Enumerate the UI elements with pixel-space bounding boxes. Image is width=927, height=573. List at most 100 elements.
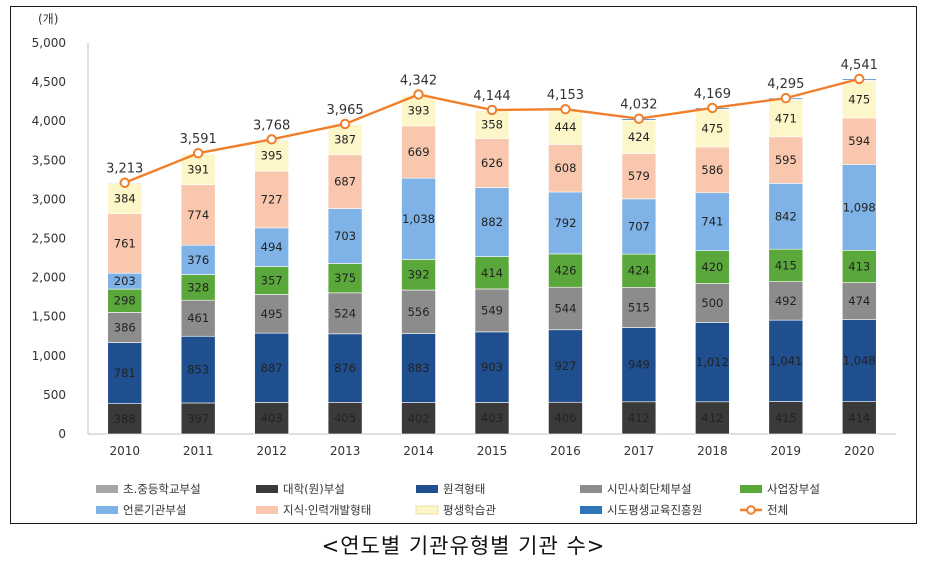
bar-segment	[327, 402, 363, 435]
bar-segment	[768, 401, 804, 435]
bar-segment	[254, 139, 289, 172]
total-value-label: 3,768	[253, 118, 290, 133]
bar-segment	[474, 256, 510, 290]
legend-label: 사업장부설	[767, 482, 820, 496]
bar-segment	[548, 191, 583, 255]
bar-segment	[695, 283, 730, 323]
bar-segment	[621, 120, 657, 154]
bar-value-label: 403	[481, 411, 503, 425]
total-value-label: 3,591	[180, 132, 217, 147]
bar-segment	[548, 329, 583, 403]
bar-value-label: 586	[701, 163, 723, 177]
bar-value-label: 1,038	[402, 212, 435, 226]
bar-value-label: 669	[408, 145, 430, 159]
bar-value-label: 703	[334, 229, 356, 243]
bar-segment	[695, 146, 730, 194]
bar-segment	[107, 183, 143, 215]
bar-segment	[841, 117, 877, 165]
y-tick-label: 3,500	[32, 153, 66, 167]
bar-segment	[474, 402, 510, 435]
bar-value-label: 405	[334, 411, 356, 425]
legend-swatch	[740, 485, 762, 493]
bar-value-label: 413	[848, 259, 870, 273]
y-tick-label: 1,000	[32, 349, 66, 363]
bar-segment	[180, 335, 216, 404]
y-tick-label: 0	[58, 427, 66, 441]
legend-swatch	[415, 505, 439, 515]
y-tick-label: 1,500	[32, 310, 66, 324]
bar-segment	[695, 192, 730, 251]
bar-value-label: 495	[261, 307, 283, 321]
bar-value-label: 414	[481, 266, 503, 280]
bar-segment	[327, 292, 363, 335]
y-tick-label: 2,000	[32, 271, 66, 285]
bar-segment	[180, 299, 216, 337]
bar-value-label: 579	[628, 169, 650, 183]
legend-label: 지식·인력개발형태	[283, 503, 371, 517]
x-tick-label: 2013	[330, 444, 361, 458]
total-point	[560, 104, 571, 115]
bar-value-label: 412	[701, 411, 723, 425]
bar-value-label: 626	[481, 156, 503, 170]
bar-value-label: 1,041	[769, 354, 802, 368]
legend-swatch	[580, 485, 602, 493]
bar-segment	[548, 144, 583, 193]
bar-value-label: 595	[775, 153, 797, 167]
bar-value-label: 444	[554, 120, 576, 134]
bar-segment	[254, 227, 289, 267]
bar-segment	[768, 136, 804, 184]
bar-value-label: 387	[334, 133, 356, 147]
bar-value-label: 492	[775, 294, 797, 308]
bar-segment	[768, 99, 804, 138]
bar-segment	[180, 274, 216, 301]
bar-value-label: 424	[628, 130, 650, 144]
bar-segment	[327, 124, 363, 156]
total-value-label: 3,965	[326, 103, 363, 118]
total-value-label: 4,169	[694, 87, 731, 102]
bar-value-label: 328	[187, 280, 209, 294]
bar-value-label: 392	[408, 268, 430, 282]
bar-segment	[695, 109, 730, 148]
legend-swatch	[96, 506, 118, 514]
bar-value-label: 903	[481, 360, 503, 374]
bar-segment	[548, 109, 583, 145]
bar-value-label: 927	[554, 359, 576, 373]
bar-value-label: 475	[701, 121, 723, 135]
y-tick-label: 5,000	[32, 36, 66, 50]
bar-value-label: 424	[628, 264, 650, 278]
legend-swatch	[256, 506, 278, 514]
bar-value-label: 388	[114, 412, 136, 426]
bar-value-label: 474	[848, 294, 870, 308]
bar-value-label: 402	[408, 411, 430, 425]
legend-swatch	[96, 485, 118, 493]
x-tick-label: 2020	[844, 444, 875, 458]
bar-value-label: 475	[848, 92, 870, 106]
total-point	[266, 134, 277, 145]
x-tick-label: 2010	[109, 444, 140, 458]
bar-value-label: 1,012	[696, 355, 729, 369]
total-value-label: 4,032	[620, 98, 657, 113]
bar-value-label: 461	[187, 311, 209, 325]
y-tick-label: 500	[43, 388, 66, 402]
bar-value-label: 741	[701, 215, 723, 229]
bar-segment	[327, 208, 363, 264]
chart-caption: <연도별 기관유형별 기관 수>	[321, 534, 606, 558]
bar-segment	[768, 281, 804, 321]
bar-value-label: 1,048	[843, 354, 876, 368]
bar-segment	[401, 177, 436, 260]
bar-value-label: 853	[187, 363, 209, 377]
legend-label: 시도평생교육진흥원	[607, 503, 702, 517]
bar-value-label: 594	[848, 134, 870, 148]
bar-value-label: 357	[261, 273, 283, 287]
legend-label: 전체	[767, 503, 788, 517]
total-value-label: 4,144	[473, 89, 510, 104]
bar-value-label: 774	[187, 208, 209, 222]
legend-label: 평생학습관	[443, 503, 496, 517]
bar-value-label: 1,098	[843, 200, 876, 214]
bar-value-label: 415	[775, 411, 797, 425]
bar-value-label: 761	[114, 236, 136, 250]
bar-segment	[474, 138, 510, 188]
total-point	[633, 113, 645, 124]
total-value-label: 4,153	[547, 88, 584, 103]
